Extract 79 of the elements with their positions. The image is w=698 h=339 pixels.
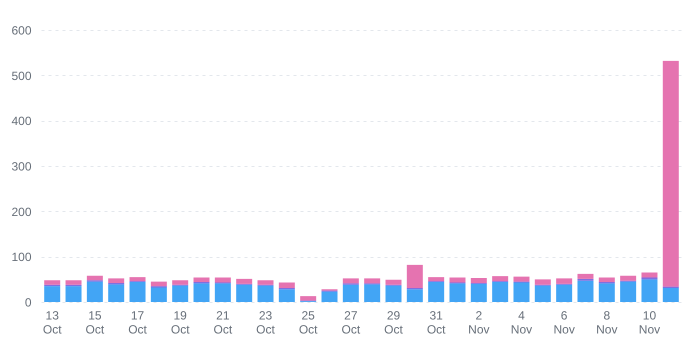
x-tick-label: 10 Nov <box>638 308 660 336</box>
bar <box>470 284 487 302</box>
y-tick-label: 500 <box>11 68 32 83</box>
x-tick-label: 8 Nov <box>596 308 618 336</box>
bar <box>86 282 103 302</box>
bar <box>577 274 594 279</box>
bar <box>449 278 466 283</box>
bar <box>108 278 124 283</box>
y-tick-label: 200 <box>11 204 32 219</box>
bar <box>513 282 530 302</box>
bar <box>130 277 146 282</box>
bar <box>194 283 210 302</box>
bar <box>258 280 274 285</box>
bar <box>386 286 402 302</box>
bar <box>172 280 188 285</box>
bar <box>342 284 359 302</box>
bar <box>556 284 572 302</box>
y-tick-label: 100 <box>11 250 32 264</box>
bar <box>130 282 146 302</box>
bar <box>513 276 530 282</box>
y-tick-label: 400 <box>11 114 32 128</box>
bar <box>620 276 636 281</box>
bar <box>406 289 423 302</box>
bar <box>364 278 380 284</box>
x-tick-label: 6 Nov <box>553 308 575 336</box>
bar <box>322 292 338 302</box>
bar <box>641 272 658 278</box>
bar <box>278 289 295 302</box>
bar <box>534 286 551 302</box>
bar <box>66 280 82 285</box>
bar <box>470 278 487 283</box>
bar <box>172 286 188 302</box>
bar <box>150 282 167 286</box>
x-tick-label: 2 Nov <box>468 308 490 336</box>
bar <box>236 284 252 302</box>
bar <box>577 280 594 302</box>
x-tick-label: 27 Oct <box>342 308 361 336</box>
bar <box>194 278 210 282</box>
x-tick-label: 31 Oct <box>426 308 446 336</box>
bar <box>278 282 295 288</box>
bar <box>108 284 124 302</box>
bar <box>598 278 615 282</box>
bar <box>86 276 103 280</box>
bar <box>428 277 444 282</box>
bar <box>150 287 167 302</box>
bar <box>214 283 231 302</box>
y-tick-label: 600 <box>11 24 32 38</box>
bar <box>364 284 380 302</box>
x-tick-label: 25 Oct <box>298 308 318 336</box>
bar <box>44 280 60 285</box>
x-tick-label: 29 Oct <box>384 308 404 336</box>
x-tick-label: 15 Oct <box>86 308 105 336</box>
bar <box>449 283 466 302</box>
bar <box>492 276 508 282</box>
bar <box>66 286 82 302</box>
bar <box>620 282 636 302</box>
bar <box>641 279 658 302</box>
bar <box>598 283 615 302</box>
bar <box>406 264 423 288</box>
y-tick-label: 300 <box>11 160 32 174</box>
bar <box>386 280 402 285</box>
bar <box>428 282 444 302</box>
bar <box>44 286 60 302</box>
bar <box>534 279 551 285</box>
bar <box>342 278 359 284</box>
bar <box>300 296 316 301</box>
x-tick-label: 4 Nov <box>510 308 532 336</box>
x-tick-label: 21 Oct <box>214 308 233 336</box>
x-tick-label: 23 Oct <box>256 308 276 336</box>
bar <box>662 288 679 302</box>
x-tick-label: 19 Oct <box>170 308 190 336</box>
y-tick-label: 0 <box>24 296 32 310</box>
bar <box>236 278 252 284</box>
x-tick-label: 17 Oct <box>128 308 148 336</box>
x-tick-label: 13 Oct <box>42 308 62 336</box>
bar <box>214 278 231 283</box>
bar <box>492 282 508 302</box>
bar <box>556 278 572 284</box>
bar <box>258 286 274 302</box>
